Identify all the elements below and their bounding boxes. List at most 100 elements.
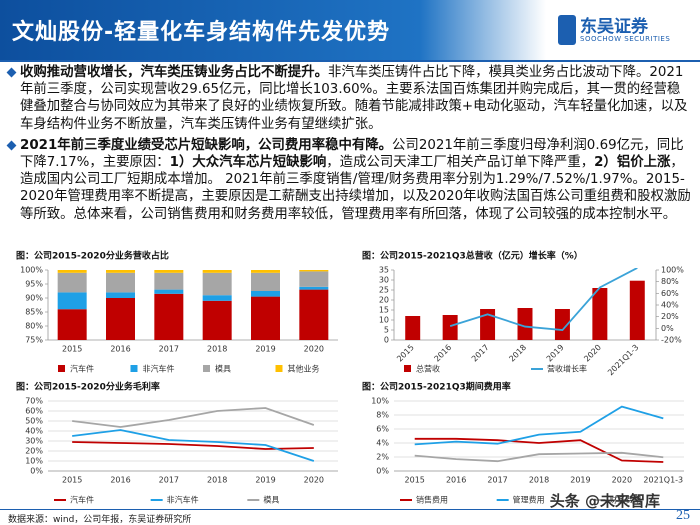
page-number: 25 (676, 508, 690, 523)
line (449, 268, 638, 332)
y-tick-label: 50% (25, 417, 43, 426)
bold-text: 2）铝价上涨 (594, 155, 671, 171)
logo: 东吴证券 SOOCHOW SECURITIES (558, 12, 688, 50)
y-tick-label: 25 (379, 286, 389, 295)
y-tick-label: 10% (25, 457, 43, 466)
legend-label: 汽车件 (70, 364, 94, 374)
plot (57, 270, 329, 340)
bar (299, 289, 329, 340)
y-tick-label: 90% (25, 294, 43, 303)
bar (106, 270, 135, 273)
bar (442, 315, 458, 340)
bar (57, 270, 87, 273)
legend-label: 其他业务 (288, 364, 320, 374)
footer-rule (0, 509, 700, 510)
legend-swatch (275, 365, 283, 372)
bar (251, 270, 280, 273)
y-tick-label: 2% (376, 453, 389, 462)
bar (554, 309, 570, 340)
text: ，造成国内公司工厂短期成本增加。 2021年前三季度销售/管理/财务费用率分别为… (20, 155, 691, 222)
line (414, 437, 664, 463)
y-tick-label: 6% (376, 425, 389, 434)
bar (57, 292, 87, 310)
text: 公司2021年前三季度归母净利润0.69亿元，同比下降7.17%，主要原因： (20, 137, 684, 171)
y-tick-label: 4% (376, 439, 389, 448)
line (72, 407, 315, 428)
y-tick-label: 100% (20, 266, 43, 275)
header-rule (0, 60, 700, 62)
bar (299, 286, 329, 290)
logo-mark (558, 15, 576, 45)
bar (57, 272, 87, 293)
bullet: 2021年前三季度业绩受芯片短缺影响，公司费用率稳中有降。公司2021年前三季度… (6, 137, 692, 223)
y-tick-label: 70% (25, 397, 43, 406)
x-tick-label: 2019 (570, 476, 590, 485)
y-tick-label: 100% (661, 266, 684, 275)
legend-label: 财务费用 (609, 495, 641, 505)
bar (202, 270, 232, 273)
y-tick-label: 10% (371, 397, 389, 406)
bullet-marker (6, 140, 17, 151)
chart-title: 图：公司2015-2020分业务营收占比 (16, 250, 169, 262)
y-tick-label: 60% (25, 407, 43, 416)
x-tick-label: 2015 (62, 345, 82, 354)
x-tick-label: 2019 (255, 476, 275, 485)
logo-subtitle: SOOCHOW SECURITIES (580, 35, 671, 43)
y-tick-label: 10 (379, 316, 389, 325)
legend-label: 模具 (215, 364, 231, 374)
y-tick-label: 35 (379, 266, 389, 275)
bar (57, 309, 87, 340)
chart-title: 图：公司2015-2021Q3期间费用率 (362, 381, 511, 393)
y-tick-label: 0% (376, 467, 389, 476)
x-tick-label: 2015 (395, 343, 416, 364)
y-tick-label: 40% (25, 427, 43, 436)
chart-expense-rate: 图：公司2015-2021Q3期间费用率 0% 2% 4% 6% 8% 10% 2015 201… (362, 381, 684, 505)
bold-text: 1）大众汽车芯片短缺影响 (169, 155, 327, 171)
y-tick-label: 80% (661, 277, 679, 286)
y-tick-label: -20% (661, 336, 682, 345)
x-tick-label: 2020 (304, 476, 324, 485)
x-tick-label: 2018 (507, 343, 528, 364)
y-tick-label: 60% (661, 289, 679, 298)
x-tick-label: 2019 (255, 345, 275, 354)
x-tick-label: 2018 (529, 476, 549, 485)
x-tick-label: 2018 (207, 476, 227, 485)
bar (299, 271, 329, 287)
y-tick-label: 75% (25, 336, 43, 345)
chart-revenue-growth: 图：公司2015-2021Q3总营收（亿元）增长率（%） 051015202530… (362, 250, 684, 377)
bar (202, 295, 232, 301)
line (72, 441, 314, 450)
x-tick-label: 2018 (207, 345, 227, 354)
chart-gross-margin: 图：公司2015-2020分业务毛利率 0%10%20%30%40%50%60%7… (16, 381, 338, 505)
y-tick-label: 0% (30, 467, 43, 476)
legend-label: 模具 (263, 495, 279, 505)
legend-label: 管理费用 (513, 495, 545, 505)
bar (251, 272, 280, 291)
y-tick-label: 0 (384, 336, 389, 345)
legend-swatch (404, 365, 411, 372)
x-tick-label: 2017 (487, 476, 507, 485)
bar (405, 316, 421, 340)
text: ，造成公司天津工厂相关产品订单下降严重， (326, 155, 595, 171)
bar (251, 291, 280, 297)
chart-title: 图：公司2015-2020分业务毛利率 (16, 381, 160, 393)
bullet-list: 收购推动营收增长，汽车类压铸业务占比不断提升。非汽车类压铸件占比下降，模具类业务… (6, 64, 692, 227)
x-tick-label: 2017 (159, 476, 179, 485)
legend-label: 营收增长率 (547, 364, 587, 374)
line (72, 429, 315, 462)
header-bar: 文灿股份-轻量化车身结构件先发优势 东吴证券 SOOCHOW SECURITIE… (0, 0, 700, 60)
legend-label: 总营收 (416, 364, 440, 374)
bold-text: 2021年前三季度业绩受芯片短缺影响，公司费用率稳中有降。 (20, 137, 393, 153)
chart-title: 图：公司2015-2021Q3总营收（亿元）增长率（%） (362, 250, 583, 262)
y-tick-label: 15 (379, 306, 389, 315)
legend-swatch (58, 365, 65, 372)
y-tick-label: 30% (25, 437, 43, 446)
x-tick-label: 2015 (62, 476, 82, 485)
bullet: 收购推动营收增长，汽车类压铸业务占比不断提升。非汽车类压铸件占比下降，模具类业务… (6, 64, 692, 133)
legend-label: 销售费用 (416, 495, 448, 505)
x-tick-label: 2016 (433, 343, 454, 364)
line (414, 405, 664, 446)
y-tick-label: 5 (384, 326, 389, 335)
y-tick-label: 20 (379, 296, 389, 305)
